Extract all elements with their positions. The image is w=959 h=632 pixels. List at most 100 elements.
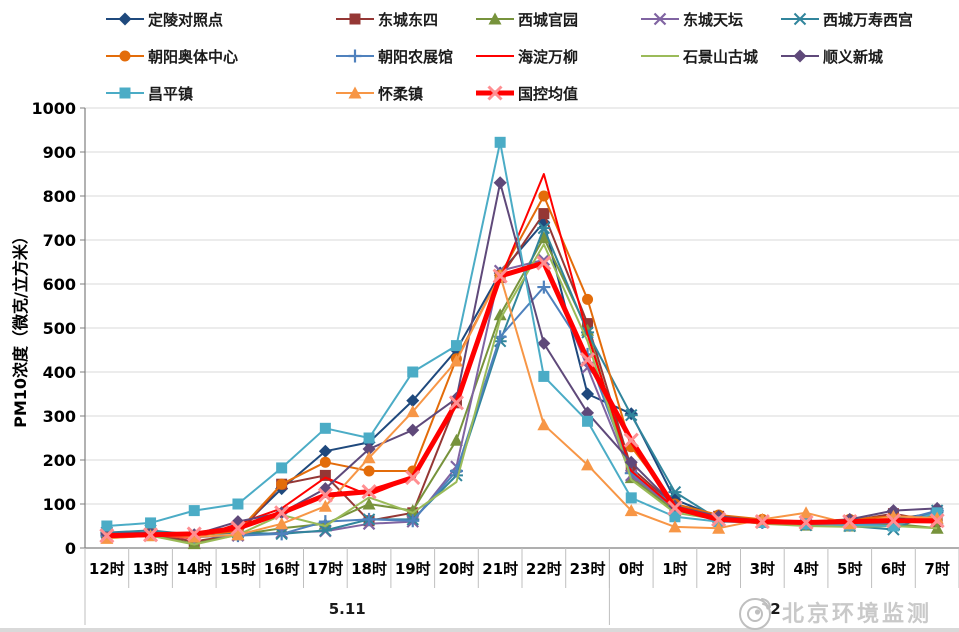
marker-triangle: [712, 521, 726, 534]
marker-square: [538, 208, 550, 220]
marker-x: [798, 514, 814, 531]
marker-diamond: [793, 49, 807, 63]
series-8: [106, 173, 938, 540]
y-tick-label: 800: [43, 187, 76, 206]
marker-diamond: [362, 442, 376, 456]
series-9: [106, 243, 938, 546]
marker-circle: [538, 190, 550, 202]
x-tick-label: 1时: [662, 560, 687, 578]
marker-triangle: [362, 451, 376, 464]
date-group-label: 5.11: [329, 600, 366, 618]
x-tick-label: 5时: [837, 560, 862, 578]
legend-item: 东城天坛: [640, 6, 743, 32]
marker-x: [885, 513, 902, 529]
legend-label: 昌平镇: [148, 84, 194, 103]
marker-x: [929, 513, 945, 529]
legend-item: 海淀万柳: [475, 43, 578, 69]
y-tick-label: 200: [43, 451, 76, 470]
marker-square: [450, 340, 462, 352]
legend-item: 昌平镇: [105, 80, 193, 106]
x-tick-label: 20时: [439, 560, 475, 578]
x-tick-label: 17时: [307, 560, 343, 578]
marker-circle: [582, 293, 594, 305]
watermark: 北京环境监测: [736, 592, 932, 632]
y-tick-label: 500: [43, 319, 76, 338]
marker-diamond: [406, 423, 420, 437]
marker-triangle: [406, 405, 420, 418]
marker-diamond: [118, 12, 132, 26]
series-line: [106, 274, 938, 540]
marker-triangle: [799, 506, 813, 519]
y-tick-label: 600: [43, 275, 76, 294]
marker-triangle: [493, 308, 507, 321]
marker-x: [842, 514, 858, 530]
marker-x: [667, 500, 683, 516]
x-tick-label: 0时: [619, 560, 644, 578]
legend-marker-diamond: [781, 49, 819, 63]
marker-diamond: [318, 444, 332, 458]
y-tick-label: 1000: [31, 99, 76, 118]
marker-asterisk: [668, 485, 682, 499]
series-line: [106, 173, 938, 540]
marker-x: [405, 470, 421, 486]
marker-x: [274, 505, 290, 521]
legend-item: 朝阳奥体中心: [105, 43, 238, 69]
legend-label: 海淀万柳: [518, 47, 579, 66]
legend-label: 朝阳农展馆: [378, 47, 454, 66]
series-4: [100, 253, 944, 544]
x-tick-label: 18时: [351, 560, 387, 578]
marker-circle: [363, 465, 375, 477]
marker-x: [361, 484, 377, 500]
legend-label: 怀柔镇: [378, 84, 424, 103]
marker-x: [317, 487, 333, 503]
marker-x: [492, 268, 508, 284]
legend-label: 朝阳奥体中心: [148, 47, 239, 66]
legend-label: 顺义新城: [823, 47, 884, 66]
legend-label: 西城万寿西宫: [823, 10, 914, 29]
marker-square: [538, 370, 550, 382]
legend-item: 顺义新城: [780, 43, 883, 69]
marker-triangle: [362, 497, 376, 510]
legend-marker-triangle: [476, 12, 514, 25]
marker-square: [494, 136, 506, 148]
marker-x: [448, 395, 465, 411]
marker-square: [232, 498, 244, 510]
marker-diamond: [624, 455, 638, 469]
legend-marker-square: [336, 13, 374, 25]
legend-marker-plus: [336, 49, 374, 63]
x-tick-label: 7时: [924, 560, 949, 578]
y-tick-label: 100: [43, 495, 76, 514]
legend-item: 定陵对照点: [105, 6, 223, 32]
marker-x: [711, 511, 727, 527]
marker-square: [363, 432, 375, 444]
x-tick-label: 15时: [220, 560, 256, 578]
y-tick-label: 300: [43, 407, 76, 426]
legend-marker-none: [476, 55, 514, 57]
marker-x: [487, 85, 503, 101]
marker-triangle: [668, 520, 682, 533]
marker-asterisk: [318, 524, 332, 537]
marker-plus: [406, 514, 420, 528]
marker-triangle: [348, 86, 362, 99]
marker-x: [186, 526, 202, 542]
marker-square: [101, 520, 113, 532]
legend-item: 东城东四: [335, 6, 438, 32]
marker-square: [188, 505, 200, 517]
marker-square: [145, 517, 157, 529]
legend-label: 西城官园: [518, 10, 579, 29]
legend-marker-square: [106, 87, 144, 99]
series-line: [106, 258, 938, 538]
marker-diamond: [493, 176, 507, 190]
marker-circle: [319, 456, 331, 468]
watermark-label: 北京环境监测: [782, 602, 933, 627]
marker-square: [407, 366, 419, 378]
legend-marker-diamond: [106, 12, 144, 26]
marker-triangle: [488, 12, 502, 25]
legend-label: 定陵对照点: [148, 10, 224, 29]
legend-item: 西城万寿西宫: [780, 6, 913, 32]
marker-square: [582, 318, 594, 330]
series-line: [106, 227, 938, 536]
marker-square: [119, 87, 131, 99]
